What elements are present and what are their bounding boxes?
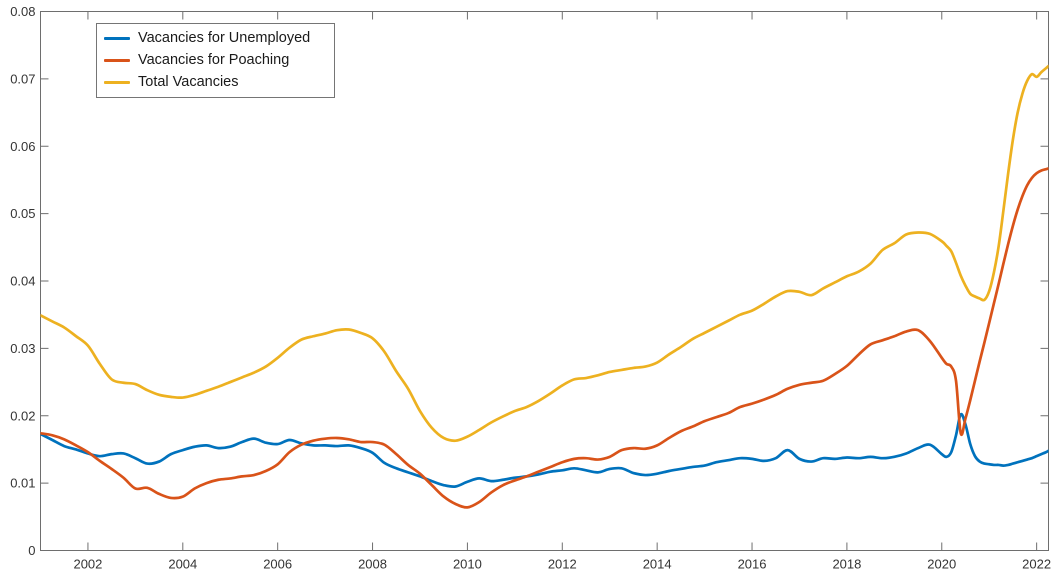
y-tick-label: 0.07: [10, 71, 35, 86]
legend-label: Total Vacancies: [138, 74, 239, 90]
legend-item-vacancies-unemployed[interactable]: Vacancies for Unemployed: [97, 27, 334, 49]
legend-line-blue: [104, 36, 130, 40]
legend-item-vacancies-poaching[interactable]: Vacancies for Poaching: [97, 49, 334, 71]
y-tick-label: 0: [28, 543, 35, 558]
legend-item-total-vacancies[interactable]: Total Vacancies: [97, 71, 334, 93]
x-tick-label: 2006: [263, 557, 292, 572]
series-line-vacancies-for-poaching: [40, 167, 1049, 509]
legend-label: Vacancies for Poaching: [138, 52, 290, 68]
y-tick-label: 0.02: [10, 408, 35, 423]
x-tick-label: 2012: [548, 557, 577, 572]
y-tick-label: 0.08: [10, 4, 35, 19]
y-tick-label: 0.06: [10, 139, 35, 154]
legend[interactable]: Vacancies for Unemployed Vacancies for P…: [96, 23, 335, 98]
legend-label: Vacancies for Unemployed: [138, 30, 311, 46]
x-tick-label: 2002: [73, 557, 102, 572]
series-line-total-vacancies: [40, 64, 1049, 443]
x-tick-label: 2016: [738, 557, 767, 572]
x-tick-label: 2020: [927, 557, 956, 572]
legend-line-yellow: [104, 80, 130, 84]
y-tick-label: 0.03: [10, 341, 35, 356]
series-line-vacancies-for-unemployed: [40, 412, 1049, 488]
x-tick-label: 2010: [453, 557, 482, 572]
x-tick-label: 2008: [358, 557, 387, 572]
x-tick-label: 2018: [832, 557, 861, 572]
x-tick-label: 2022: [1022, 557, 1051, 572]
y-tick-label: 0.05: [10, 206, 35, 221]
x-tick-label: 2004: [168, 557, 197, 572]
y-tick-label: 0.01: [10, 476, 35, 491]
legend-line-orange: [104, 58, 130, 62]
y-tick-label: 0.04: [10, 274, 35, 289]
x-tick-label: 2014: [643, 557, 672, 572]
